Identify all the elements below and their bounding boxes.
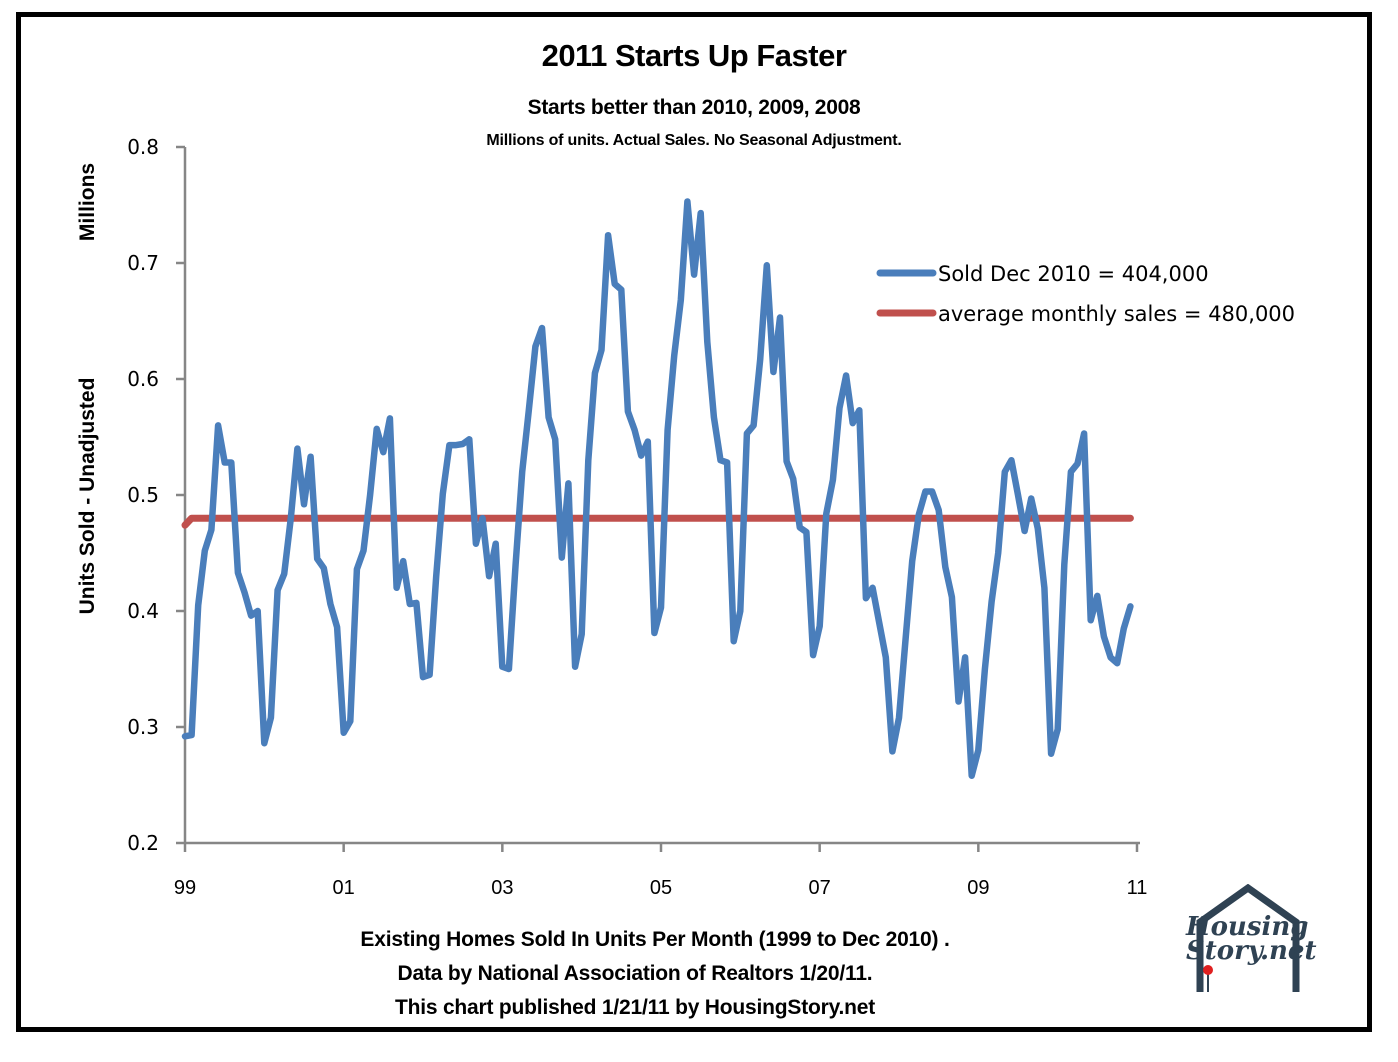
chart-subtitle: Starts better than 2010, 2009, 2008 xyxy=(527,96,861,119)
y-tick-label: 0.6 xyxy=(127,367,159,391)
legend: Sold Dec 2010 = 404,000 average monthly s… xyxy=(876,262,1295,326)
chart-title: 2011 Starts Up Faster xyxy=(541,38,847,73)
x-tick-label: 03 xyxy=(491,877,513,899)
y-tick-label: 0.4 xyxy=(127,599,159,623)
x-tick-label: 07 xyxy=(809,877,831,899)
x-tick-label: 09 xyxy=(967,877,989,899)
legend-label-0: Sold Dec 2010 = 404,000 xyxy=(938,262,1209,286)
series-line-average xyxy=(181,514,1134,529)
x-tick-label: 05 xyxy=(650,877,672,899)
flower-icon xyxy=(1203,965,1213,992)
series-line-sold xyxy=(181,198,1134,779)
footer-line-1: Existing Homes Sold In Units Per Month (… xyxy=(360,928,950,951)
house-roof-icon xyxy=(1196,884,1300,992)
chart-frame xyxy=(16,12,1372,1032)
x-tick-label: 01 xyxy=(333,877,355,899)
y-tick-label: 0.2 xyxy=(127,831,159,855)
legend-label-1: average monthly sales = 480,000 xyxy=(938,302,1295,326)
logo-text-housing: Housing xyxy=(1186,912,1309,942)
x-tick-label: 11 xyxy=(1127,877,1148,899)
housingstory-logo: Housing Story.net xyxy=(1178,884,1328,994)
x-tick-label: 99 xyxy=(174,877,196,899)
chart-note: Millions of units. Actual Sales. No Seas… xyxy=(486,132,902,149)
axes xyxy=(176,145,1140,852)
y-tick-label: 0.7 xyxy=(127,251,159,275)
y-tick-label: 0.8 xyxy=(127,135,159,159)
y-tick-label: 0.5 xyxy=(127,483,159,507)
y-tick-label: 0.3 xyxy=(127,715,159,739)
footer-line-2: Data by National Association of Realtors… xyxy=(397,962,873,985)
tick-labels: 0.2 0.3 0.4 0.5 0.6 0.7 0.8 99 01 03 05 07 09 11 xyxy=(127,135,1147,899)
logo-text-story: Story.net xyxy=(1186,936,1317,966)
footer-line-3: This chart published 1/21/11 by HousingS… xyxy=(394,996,876,1019)
series-lines xyxy=(181,198,1134,779)
